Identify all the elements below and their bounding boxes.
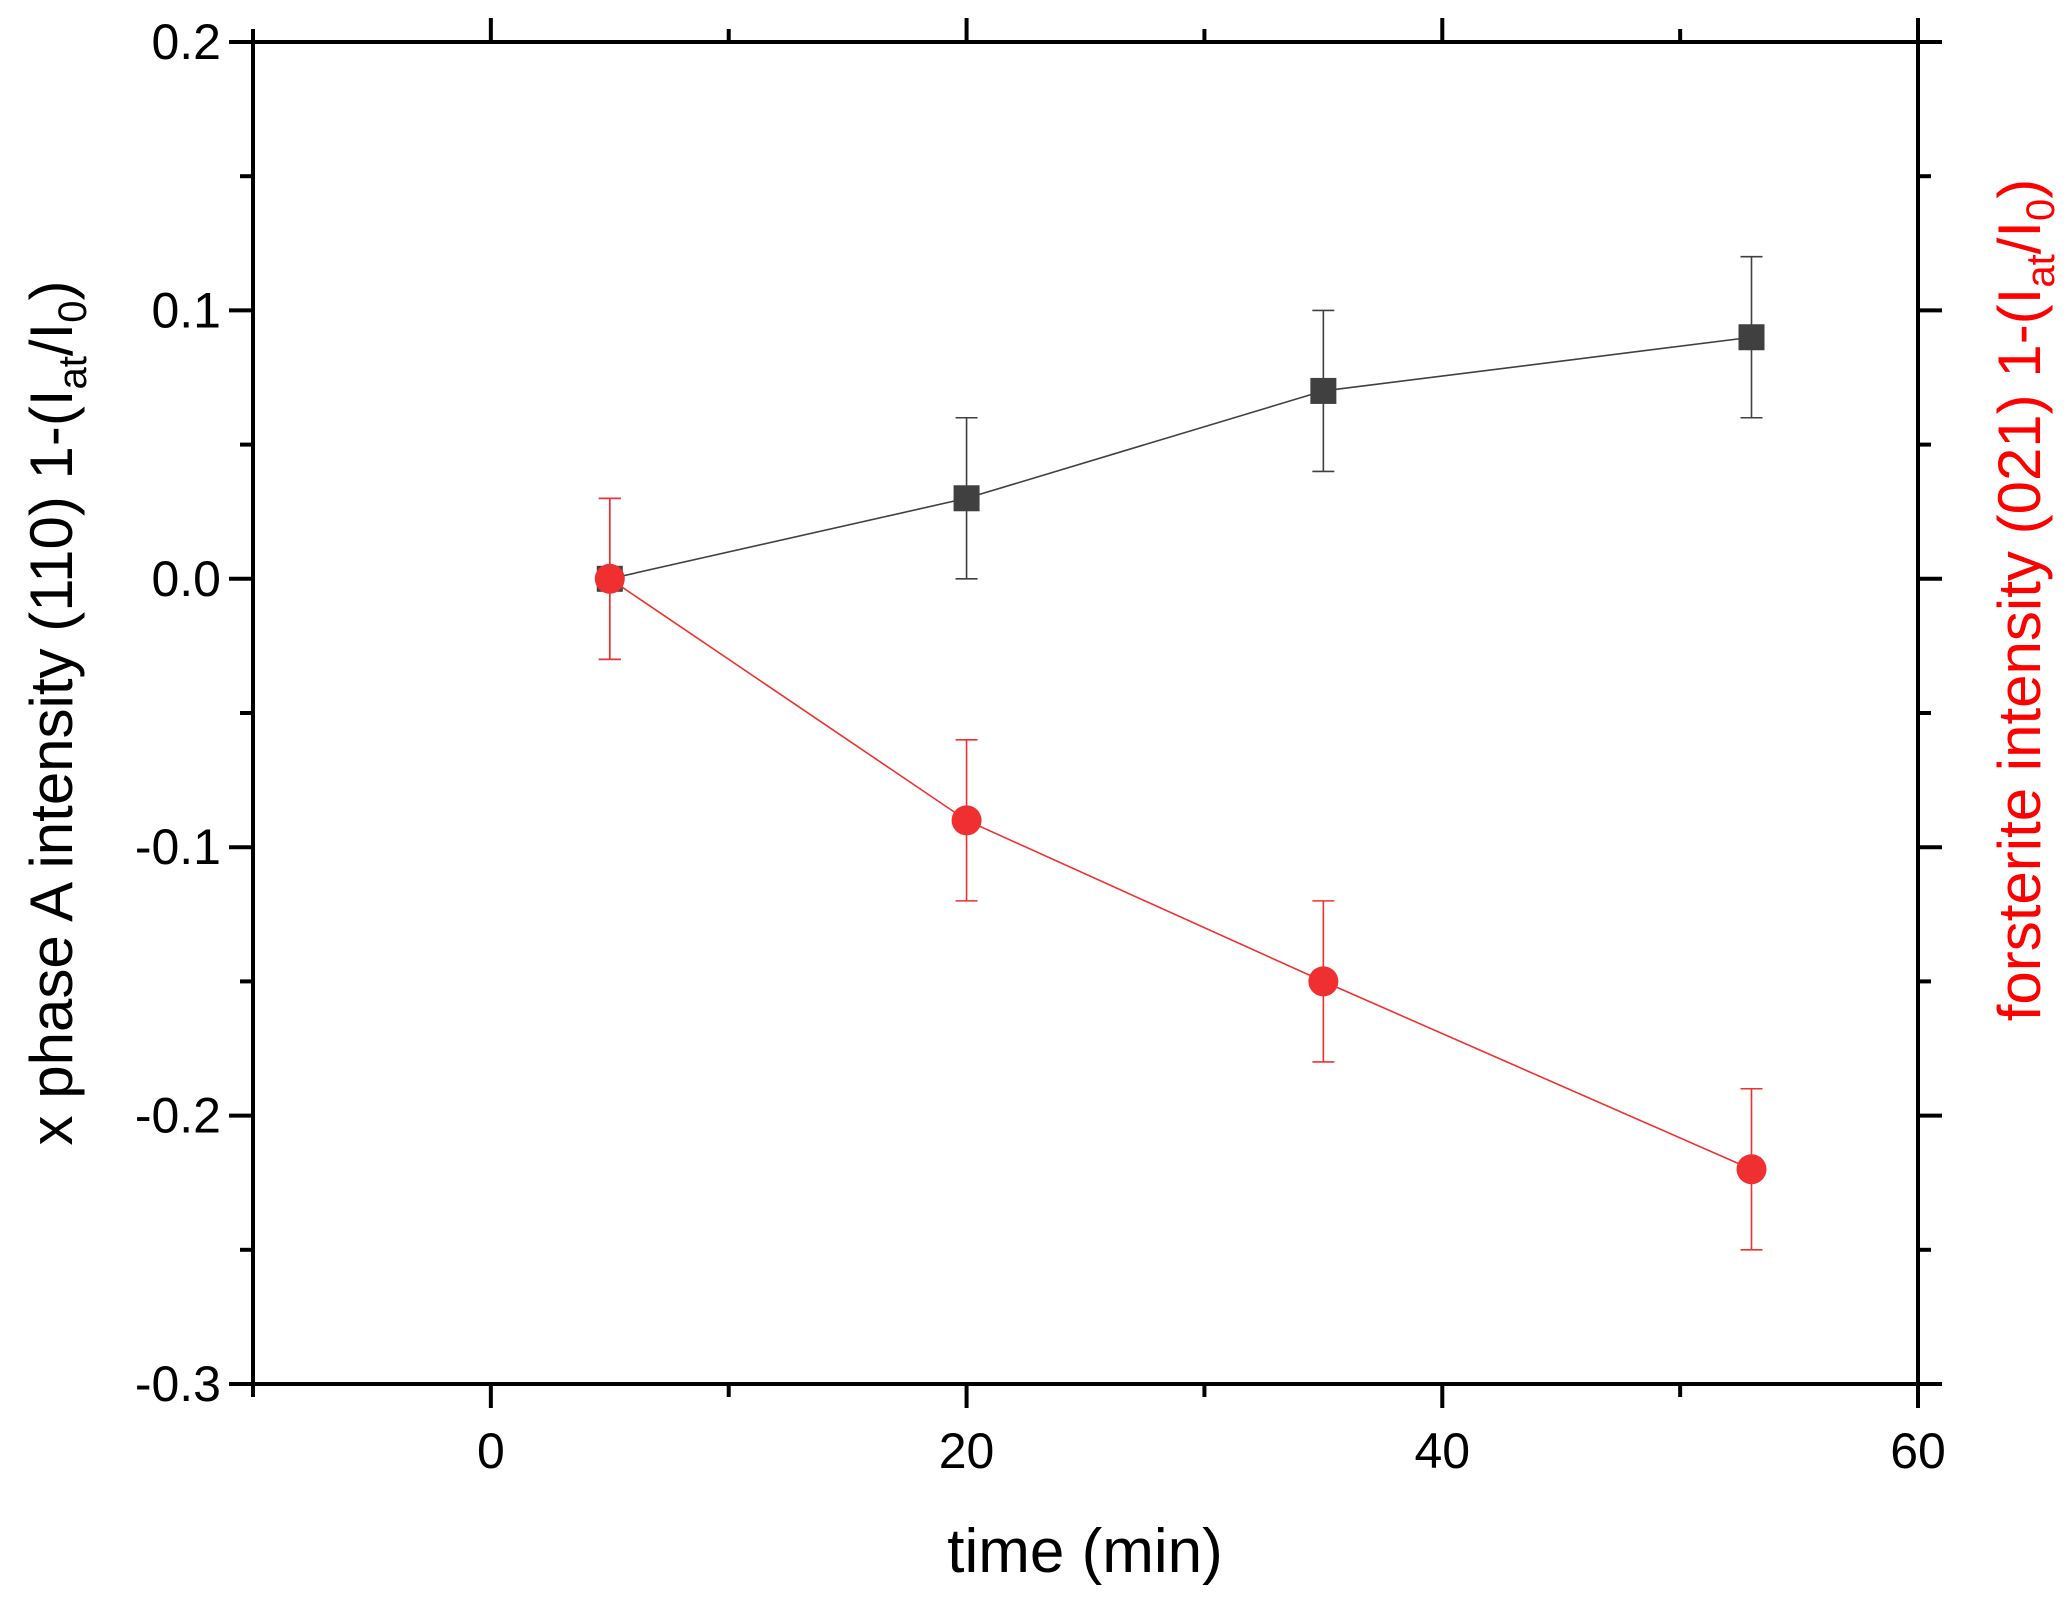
data-point-circle: [951, 805, 982, 836]
y-tick-label: -0.1: [135, 819, 221, 875]
data-point-square: [1738, 324, 1765, 351]
y-tick-label: 0.0: [151, 551, 221, 607]
y-tick-label: -0.3: [135, 1356, 221, 1412]
y-tick-label: -0.2: [135, 1088, 221, 1144]
data-point-square: [953, 485, 980, 512]
series-line: [609, 578, 1752, 1171]
series-line: [609, 336, 1752, 580]
data-point-square: [1310, 377, 1337, 404]
series-circle: [594, 497, 1767, 1251]
x-axis-title: time (min): [947, 1517, 1223, 1586]
series-square: [596, 255, 1765, 661]
x-tick-label: 40: [1414, 1423, 1470, 1479]
y-axis-title: x phase A intensity (110) 1-(Iat/I0): [18, 281, 95, 1146]
y-tick-label: 0.1: [151, 282, 221, 338]
plot-frame: [251, 40, 1920, 1386]
y-tick-label: 0.2: [151, 14, 221, 70]
x-tick-label: 60: [1890, 1423, 1946, 1479]
x-tick-label: 0: [477, 1423, 505, 1479]
y2-axis-title: forsterite intensity (021) 1-(Iat/I0): [1986, 179, 2063, 1022]
data-point-circle: [1736, 1154, 1767, 1185]
data-point-circle: [1308, 966, 1339, 997]
x-tick-label: 20: [939, 1423, 995, 1479]
data-point-circle: [594, 563, 625, 594]
